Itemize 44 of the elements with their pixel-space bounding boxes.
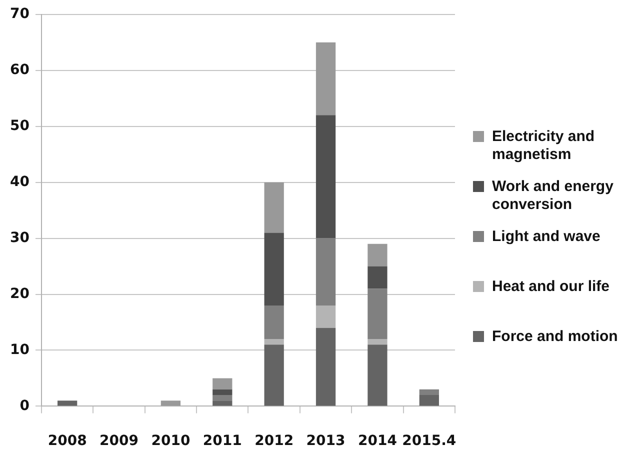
bar xyxy=(419,395,439,406)
x-tick-label: 2014 xyxy=(358,433,398,450)
legend-label: Heat and our life xyxy=(492,278,610,296)
legend-label: Work and energy conversion xyxy=(492,178,614,214)
legend-label: Force and motion xyxy=(492,328,618,346)
bar xyxy=(58,400,78,406)
x-tick-label: 2011 xyxy=(202,433,242,450)
y-tick-label: 10 xyxy=(10,342,30,358)
bar xyxy=(316,305,336,328)
bar xyxy=(264,232,284,306)
bar xyxy=(316,115,336,238)
x-tick-label: 2015.4 xyxy=(402,433,456,450)
bar xyxy=(368,288,388,340)
bar xyxy=(212,400,232,406)
y-tick-label: 30 xyxy=(10,230,30,246)
x-tick-label: 2012 xyxy=(254,433,294,450)
bar xyxy=(264,339,284,345)
bar xyxy=(316,238,336,306)
y-tick-label: 0 xyxy=(20,398,30,414)
x-tick-label: 2013 xyxy=(306,433,346,450)
bar xyxy=(212,395,232,401)
legend-label: Light and wave xyxy=(492,228,600,246)
bar xyxy=(160,400,181,406)
bar xyxy=(368,244,388,266)
bar xyxy=(264,182,284,233)
y-tick-label: 20 xyxy=(10,286,30,302)
bar xyxy=(368,339,388,345)
bar xyxy=(368,266,388,289)
y-tick-label: 70 xyxy=(10,6,30,22)
legend-label: Electricity and magnetism xyxy=(492,128,596,164)
bar xyxy=(212,389,232,396)
bar xyxy=(212,378,232,390)
bar xyxy=(264,305,284,340)
bar xyxy=(316,328,336,406)
x-tick-label: 2008 xyxy=(48,433,87,450)
y-tick-label: 40 xyxy=(10,174,30,190)
x-tick-label: 2010 xyxy=(151,433,190,450)
bar xyxy=(419,389,439,396)
y-tick-label: 60 xyxy=(10,62,30,78)
x-tick-label: 2009 xyxy=(100,433,138,450)
y-tick-label: 50 xyxy=(10,118,30,134)
bar xyxy=(264,344,284,406)
bar xyxy=(316,42,336,116)
bar xyxy=(368,344,388,406)
